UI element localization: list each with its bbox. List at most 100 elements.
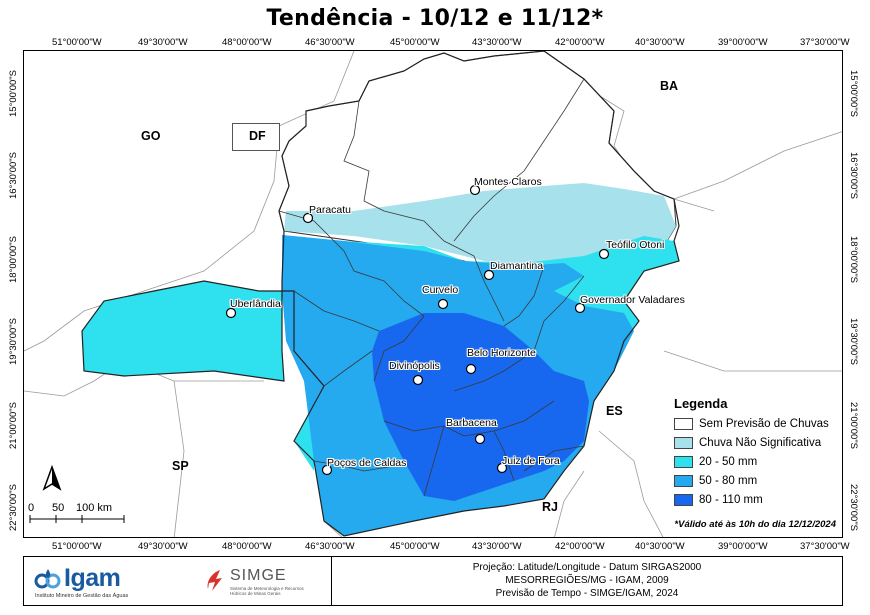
lon-tick-bottom: 43°30'00"W xyxy=(472,541,522,552)
lon-tick-bottom: 46°30'00"W xyxy=(305,541,355,552)
legend-item-label: 20 - 50 mm xyxy=(699,455,758,468)
meso-line-2 xyxy=(453,78,585,242)
mesoregion-borders xyxy=(278,78,585,497)
state-label-go: GO xyxy=(141,129,161,143)
city-label-curvelo: Curvelo xyxy=(422,284,459,296)
lat-tick-right: 18°00'00"S xyxy=(848,236,859,284)
legend-item-label: Chuva Não Significativa xyxy=(699,436,822,449)
meso-line-14 xyxy=(313,460,405,472)
lon-tick-top: 46°30'00"W xyxy=(305,37,355,48)
sp-internal xyxy=(173,380,185,537)
legend-swatch xyxy=(674,493,693,506)
lon-tick-bottom: 39°00'00"W xyxy=(718,541,768,552)
lat-tick-right: 22°30'00"S xyxy=(848,484,859,532)
es-rj-border xyxy=(598,430,664,537)
lat-tick-left: 21°00'00"S xyxy=(8,402,19,450)
meso-line-12 xyxy=(463,400,555,437)
meso-line-7 xyxy=(293,290,380,332)
meso-line-6 xyxy=(533,275,585,352)
lat-tick-right: 21°00'00"S xyxy=(848,402,859,450)
city-marker-uberlandia xyxy=(225,307,237,319)
city-markers xyxy=(225,184,610,476)
df-outline xyxy=(232,123,280,151)
meso-line-3 xyxy=(278,210,425,317)
legend-item: 20 - 50 mm xyxy=(674,452,839,471)
lon-tick-top: 49°30'00"W xyxy=(138,37,188,48)
minas-gerais-precip-zones xyxy=(81,51,680,537)
map-frame: GO DF BA SP ES RJ Montes Claros Paracatu… xyxy=(23,50,843,538)
igam-logo: Igam Instituto Mineiro de Gestão das Águ… xyxy=(34,561,164,603)
city-marker-governador-valadares xyxy=(574,302,586,314)
lat-tick-left: 16°30'00"S xyxy=(8,152,19,200)
meso-line-11 xyxy=(383,420,465,437)
city-label-montes-claros: Montes Claros xyxy=(474,176,542,188)
simge-subtitle: Sistema de Meteorologia e Recursos Hídri… xyxy=(230,586,304,596)
city-marker-belo-horizonte xyxy=(465,363,477,375)
state-label-rj: RJ xyxy=(542,500,558,514)
scale-label-50: 50 xyxy=(52,502,65,514)
city-marker-montes-claros xyxy=(469,184,481,196)
meso-line-16 xyxy=(493,430,515,482)
city-label-belo-horizonte: Belo Horizonte xyxy=(467,347,536,359)
legend-item-label: 50 - 80 mm xyxy=(699,474,758,487)
simge-logo: SIMGE Sistema de Meteorologia e Recursos… xyxy=(204,565,324,603)
state-label-sp: SP xyxy=(172,459,189,473)
lon-tick-bottom: 48°00'00"W xyxy=(222,541,272,552)
lat-tick-left: 22°30'00"S xyxy=(8,484,19,532)
lon-tick-top: 51°00'00"W xyxy=(52,37,102,48)
scale-label-0: 0 xyxy=(28,502,35,514)
meso-line-9 xyxy=(373,315,425,382)
city-marker-curvelo xyxy=(437,298,449,310)
mg-outline xyxy=(81,51,680,537)
city-marker-juiz-de-fora xyxy=(496,462,508,474)
lat-tick-right: 19°30'00"S xyxy=(848,318,859,366)
legend-swatch xyxy=(674,417,693,430)
city-label-governador-valadares: Governador Valadares xyxy=(580,294,685,306)
igam-drop-icon xyxy=(34,569,61,589)
meso-line-5 xyxy=(503,265,545,327)
meso-line-4 xyxy=(473,255,505,322)
lon-tick-bottom: 45°00'00"W xyxy=(390,541,440,552)
meso-line-1 xyxy=(343,100,475,257)
city-marker-divinopolis xyxy=(412,374,424,386)
lon-tick-bottom: 40°30'00"W xyxy=(635,541,685,552)
state-label-ba: BA xyxy=(660,79,679,93)
city-label-diamantina: Diamantina xyxy=(490,260,544,272)
legend-swatch xyxy=(674,474,693,487)
city-label-paracatu: Paracatu xyxy=(309,204,352,216)
es-coast xyxy=(663,350,842,372)
footer: Igam Instituto Mineiro de Gestão das Águ… xyxy=(23,556,843,606)
lon-tick-bottom: 51°00'00"W xyxy=(52,541,102,552)
credits: Projeção: Latitude/Longitude - Datum SIR… xyxy=(332,561,842,600)
legend-item-label: Sem Previsão de Chuvas xyxy=(699,417,829,430)
lon-tick-top: 39°00'00"W xyxy=(718,37,768,48)
credit-line: Projeção: Latitude/Longitude - Datum SIR… xyxy=(472,562,702,573)
legend-item: Chuva Não Significativa xyxy=(674,433,839,452)
lon-tick-top: 45°00'00"W xyxy=(390,37,440,48)
north-arrow-icon xyxy=(42,465,62,491)
validity-note: *Válido até às 10h do dia 12/12/2024 xyxy=(674,519,836,530)
simge-lightning-icon xyxy=(207,570,222,591)
legend-item-label: 80 - 110 mm xyxy=(699,493,763,506)
credit-line: Previsão de Tempo - SIMGE/IGAM, 2024 xyxy=(495,588,679,599)
lon-tick-top: 40°30'00"W xyxy=(635,37,685,48)
meso-line-13 xyxy=(423,425,445,497)
meso-line-10 xyxy=(453,350,535,392)
ba-interior xyxy=(673,131,842,200)
legend-swatch xyxy=(674,455,693,468)
lon-tick-top: 43°30'00"W xyxy=(472,37,522,48)
lat-tick-left: 18°00'00"S xyxy=(8,236,19,284)
city-marker-pocos-de-caldas xyxy=(321,464,333,476)
city-label-barbacena: Barbacena xyxy=(446,417,497,429)
lat-tick-right: 15°00'00"S xyxy=(848,70,859,118)
scale-bar xyxy=(29,515,125,523)
city-marker-teofilo-otoni xyxy=(598,248,610,260)
state-label-es: ES xyxy=(606,404,623,418)
lon-tick-top: 42°00'00"W xyxy=(555,37,605,48)
meso-line-8 xyxy=(323,350,373,387)
map-canvas xyxy=(24,51,842,537)
city-label-juiz-de-fora: Juiz de Fora xyxy=(502,455,560,467)
meso-line-15 xyxy=(523,445,585,472)
city-marker-diamantina xyxy=(483,269,495,281)
city-label-pocos-de-caldas: Poços de Caldas xyxy=(327,457,407,469)
